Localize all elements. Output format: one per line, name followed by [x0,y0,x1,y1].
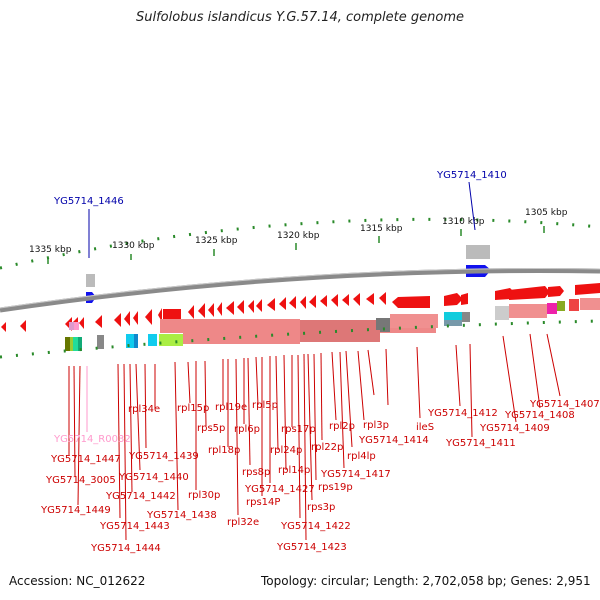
tick-label-1310: 1310 kbp [442,217,485,227]
tick-label-1320: 1320 kbp [277,231,320,241]
label-rpl6p[interactable]: rpl6p [234,424,260,435]
topology-text: Topology: circular; Length: 2,702,058 bp… [261,574,591,588]
label-yg5714-1408[interactable]: YG5714_1408 [504,410,575,421]
outer-tick-ring [0,217,600,270]
label-rpl30p[interactable]: rpl30p [188,490,220,501]
label-yg5714-1422[interactable]: YG5714_1422 [280,521,351,532]
label-rpl18p[interactable]: rpl18p [208,445,240,456]
label-rps14p[interactable]: rps14P [246,497,280,508]
label-rps5p[interactable]: rps5p [197,423,225,434]
label-yg5714-1447[interactable]: YG5714_1447 [50,454,121,465]
gene-leader-lines [68,333,561,541]
label-yg5714-1412[interactable]: YG5714_1412 [427,408,498,419]
map-title: Sulfolobus islandicus Y.G.57.14, complet… [136,10,464,25]
label-yg5714-1411[interactable]: YG5714_1411 [445,438,516,449]
label-yg5714-1444[interactable]: YG5714_1444 [90,543,161,554]
feature-band [69,298,600,333]
feature-row-2 [65,318,390,351]
label-yg5714-1438[interactable]: YG5714_1438 [146,510,217,521]
reverse-strand [1,292,430,332]
label-rpl19e[interactable]: rpl19e [215,402,247,413]
label-rpl5p[interactable]: rpl5p [252,400,278,411]
tick-label-1305: 1305 kbp [525,208,568,218]
tick-label-1330: 1330 kbp [112,241,155,251]
label-rps17p[interactable]: rps17p [281,424,316,435]
label-rps8p[interactable]: rps8p [242,467,270,478]
label-yg5714-1427[interactable]: YG5714_1427 [244,484,315,495]
label-iles[interactable]: ileS [416,422,434,433]
accession-text: Accession: NC_012622 [9,574,146,588]
label-rpl24p[interactable]: rpl24p [270,445,302,456]
label-yg5714-1409[interactable]: YG5714_1409 [479,423,550,434]
label-rpl34e[interactable]: rpl34e [128,404,160,415]
label-rpl3p[interactable]: rpl3p [363,420,389,431]
label-rpl22p[interactable]: rpl22p [311,442,343,453]
tick-label-1315: 1315 kbp [360,224,403,234]
tick-label-1335: 1335 kbp [29,245,72,255]
label-yg5714-1414[interactable]: YG5714_1414 [358,435,429,446]
label-rps19p[interactable]: rps19p [318,482,353,493]
label-yg5714-3005[interactable]: YG5714_3005 [45,475,116,486]
gene-labels: YG5714_R0032 YG5714_1447 YG5714_3005 YG5… [40,399,600,554]
label-rpl15p[interactable]: rpl15p [177,403,209,414]
label-yg5714-1407[interactable]: YG5714_1407 [529,399,600,410]
label-yg5714-1442[interactable]: YG5714_1442 [105,491,176,502]
label-yg5714-1423[interactable]: YG5714_1423 [276,542,347,553]
genome-backbone [0,268,600,313]
label-rpl4lp[interactable]: rpl4lp [347,451,376,462]
label-rpl2p[interactable]: rpl2p [329,421,355,432]
label-yg5714-r0032[interactable]: YG5714_R0032 [53,434,131,445]
label-yg5714-1443[interactable]: YG5714_1443 [99,521,170,532]
label-yg5714-1440[interactable]: YG5714_1440 [118,472,189,483]
label-rps3p[interactable]: rps3p [307,502,335,513]
label-yg5714-1449[interactable]: YG5714_1449 [40,505,111,516]
label-yg5714-1446[interactable]: YG5714_1446 [53,196,124,207]
label-rpl32e[interactable]: rpl32e [227,517,259,528]
label-yg5714-1410[interactable]: YG5714_1410 [436,170,507,181]
tick-label-1325: 1325 kbp [195,236,238,246]
label-rpl14p[interactable]: rpl14p [278,465,310,476]
label-yg5714-1439[interactable]: YG5714_1439 [128,451,199,462]
label-yg5714-1417[interactable]: YG5714_1417 [320,469,391,480]
ruler-labels: 1335 kbp 1330 kbp 1325 kbp 1320 kbp 1315… [29,208,568,264]
forward-strand [444,283,600,306]
